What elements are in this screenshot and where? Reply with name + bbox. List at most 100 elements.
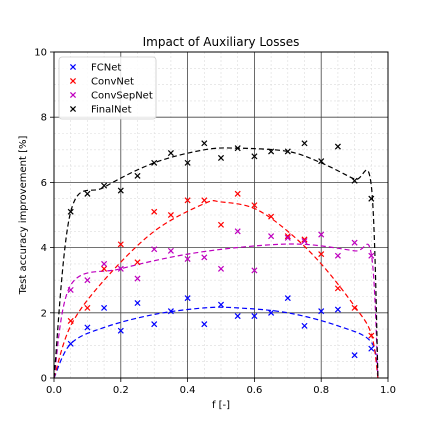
point-finalnet [251, 153, 258, 160]
point-convsepnet [268, 233, 275, 240]
plot-frame [53, 51, 389, 379]
point-convsepnet [67, 286, 74, 294]
point-fcnet [301, 322, 308, 329]
legend: FCNet ConvNet ConvSepNet FinalNet [58, 56, 157, 120]
point-convnet [167, 211, 174, 219]
point-convsepnet [368, 252, 375, 259]
point-finalnet [334, 143, 341, 150]
point-fcnet [368, 345, 375, 352]
point-finalnet [368, 195, 375, 202]
point-finalnet [184, 159, 191, 166]
point-finalnet [217, 154, 225, 161]
point-fcnet [117, 327, 124, 334]
point-convnet [101, 265, 108, 272]
legend-label: FCNet [91, 63, 121, 74]
x-tick-label: 0.0 [46, 385, 62, 396]
x-tick-label: 0.4 [180, 385, 196, 396]
point-convsepnet [84, 277, 91, 284]
y-tick-label: 10 [34, 48, 47, 59]
point-convsepnet [251, 267, 258, 274]
legend-label: ConvSepNet [91, 91, 153, 102]
point-convsepnet [117, 265, 124, 272]
point-convnet [318, 251, 325, 258]
point-finalnet [117, 187, 124, 194]
point-finalnet [84, 190, 91, 197]
point-finalnet [151, 159, 158, 166]
y-tick-label: 8 [41, 113, 47, 124]
point-convnet [234, 190, 241, 197]
point-convnet [151, 208, 158, 215]
x-axis-label: f [-] [212, 400, 230, 411]
legend-entry: FCNet [69, 63, 121, 74]
y-ticks: 0 2 4 6 8 10 [34, 48, 54, 385]
point-convnet [184, 197, 191, 204]
y-axis-label: Test accuracy improvement [%] [18, 136, 29, 296]
point-finalnet [67, 208, 74, 215]
legend-entry: ConvSepNet [69, 91, 153, 102]
y-tick-label: 2 [41, 308, 47, 319]
point-convnet [351, 304, 358, 311]
x-tick-label: 0.2 [113, 385, 129, 396]
chart-title: Impact of Auxiliary Losses [143, 35, 300, 49]
x-tick-label: 0.8 [313, 385, 329, 396]
point-finalnet [201, 140, 208, 147]
point-convnet [301, 236, 308, 243]
point-convsepnet [167, 247, 174, 254]
point-convnet [117, 241, 124, 248]
point-convsepnet [134, 275, 141, 282]
point-fcnet [284, 295, 291, 302]
y-tick-label: 0 [41, 374, 47, 385]
legend-entry: ConvNet [69, 77, 134, 88]
legend-label: FinalNet [91, 105, 132, 116]
point-fcnet [334, 306, 341, 313]
point-convsepnet [351, 239, 358, 246]
point-fcnet [318, 308, 325, 315]
point-convnet [217, 221, 225, 228]
point-convnet [268, 213, 275, 220]
legend-box [58, 56, 157, 120]
point-convnet [67, 317, 74, 324]
point-fcnet [151, 321, 158, 328]
point-finalnet [234, 145, 241, 152]
point-fcnet [67, 340, 74, 347]
point-convsepnet [318, 231, 325, 238]
point-convsepnet [217, 265, 225, 272]
point-convsepnet [184, 255, 191, 263]
data-points [67, 140, 375, 359]
point-convnet [134, 259, 141, 266]
point-fcnet [184, 295, 191, 302]
y-tick-label: 6 [41, 178, 47, 189]
point-fcnet [268, 309, 275, 316]
point-fcnet [201, 321, 208, 328]
point-convsepnet [284, 234, 291, 241]
point-fcnet [217, 301, 225, 308]
fit-line-convnet [53, 200, 379, 379]
point-finalnet [301, 140, 308, 147]
point-finalnet [351, 177, 358, 184]
point-finalnet [167, 150, 174, 157]
x-ticks: 0.0 0.2 0.4 0.6 0.8 1.0 [46, 378, 396, 396]
point-convnet [368, 332, 375, 339]
point-convnet [284, 233, 291, 240]
point-fcnet [251, 313, 258, 320]
x-tick-label: 0.6 [246, 385, 262, 396]
point-fcnet [234, 313, 241, 320]
point-convsepnet [101, 260, 108, 267]
point-convsepnet [151, 246, 158, 253]
point-finalnet [134, 172, 141, 179]
grid [53, 51, 389, 379]
point-finalnet [268, 148, 275, 155]
point-fcnet [84, 324, 91, 331]
fit-line-convsepnet [53, 243, 379, 379]
fit-line-fcnet [53, 306, 379, 379]
point-finalnet [101, 182, 108, 189]
point-convsepnet [234, 228, 241, 235]
point-convnet [251, 202, 258, 209]
point-convnet [84, 304, 91, 311]
point-convnet [334, 285, 341, 292]
point-fcnet [351, 352, 358, 359]
point-convnet [201, 197, 208, 204]
point-finalnet [318, 158, 325, 165]
legend-label: ConvNet [91, 77, 134, 88]
